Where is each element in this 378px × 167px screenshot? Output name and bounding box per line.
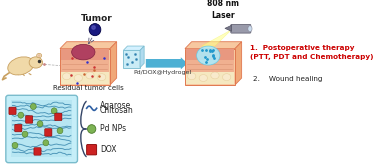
Ellipse shape (37, 121, 43, 127)
Text: DOX: DOX (100, 145, 116, 154)
Ellipse shape (29, 57, 42, 68)
FancyBboxPatch shape (231, 24, 251, 33)
FancyBboxPatch shape (45, 129, 52, 136)
Ellipse shape (37, 53, 42, 58)
FancyBboxPatch shape (186, 49, 234, 60)
FancyBboxPatch shape (186, 72, 234, 84)
Ellipse shape (57, 128, 63, 134)
Ellipse shape (74, 74, 82, 81)
FancyBboxPatch shape (123, 50, 140, 68)
Ellipse shape (18, 112, 24, 118)
Text: 1.  Postoperative therapy
(PTT, PDT and Chemotherapy): 1. Postoperative therapy (PTT, PDT and C… (250, 45, 373, 60)
Polygon shape (110, 42, 117, 85)
Polygon shape (201, 30, 232, 46)
Text: Tumor: Tumor (81, 14, 113, 23)
FancyBboxPatch shape (61, 60, 109, 72)
Polygon shape (123, 46, 144, 50)
Polygon shape (225, 25, 232, 31)
FancyBboxPatch shape (6, 95, 77, 163)
FancyBboxPatch shape (87, 144, 97, 155)
Polygon shape (140, 46, 144, 68)
FancyBboxPatch shape (26, 116, 33, 123)
Text: 2.    Wound healing: 2. Wound healing (253, 76, 323, 82)
Ellipse shape (43, 140, 49, 146)
Ellipse shape (211, 72, 219, 79)
Ellipse shape (89, 24, 101, 36)
FancyBboxPatch shape (34, 148, 41, 155)
Ellipse shape (197, 46, 220, 65)
Ellipse shape (86, 72, 94, 79)
FancyBboxPatch shape (60, 49, 110, 85)
Ellipse shape (12, 142, 18, 148)
Ellipse shape (8, 57, 34, 75)
Ellipse shape (30, 104, 36, 110)
Text: Pd/DOX@Hydrogel: Pd/DOX@Hydrogel (133, 70, 192, 75)
Ellipse shape (62, 73, 71, 80)
FancyBboxPatch shape (11, 101, 73, 157)
FancyBboxPatch shape (61, 72, 109, 84)
FancyBboxPatch shape (185, 49, 235, 85)
Ellipse shape (187, 73, 196, 80)
Text: Agarose: Agarose (100, 101, 131, 110)
Polygon shape (235, 42, 242, 85)
FancyBboxPatch shape (55, 113, 62, 121)
FancyBboxPatch shape (15, 124, 22, 132)
Ellipse shape (38, 54, 40, 57)
Text: Residual tumor cells: Residual tumor cells (53, 85, 124, 91)
FancyBboxPatch shape (9, 107, 16, 115)
Text: 808 nm
Laser: 808 nm Laser (207, 0, 239, 20)
Text: Chitosan: Chitosan (100, 106, 134, 115)
Ellipse shape (51, 108, 57, 114)
Ellipse shape (248, 26, 252, 32)
Polygon shape (185, 42, 242, 49)
FancyBboxPatch shape (186, 60, 234, 72)
Ellipse shape (87, 125, 96, 133)
Ellipse shape (72, 44, 95, 60)
FancyArrow shape (146, 57, 187, 69)
FancyBboxPatch shape (61, 49, 109, 60)
Text: Pd NPs: Pd NPs (100, 124, 126, 133)
Polygon shape (60, 42, 117, 49)
Ellipse shape (22, 131, 28, 137)
Ellipse shape (199, 74, 208, 81)
Ellipse shape (223, 74, 231, 81)
Ellipse shape (98, 74, 106, 81)
